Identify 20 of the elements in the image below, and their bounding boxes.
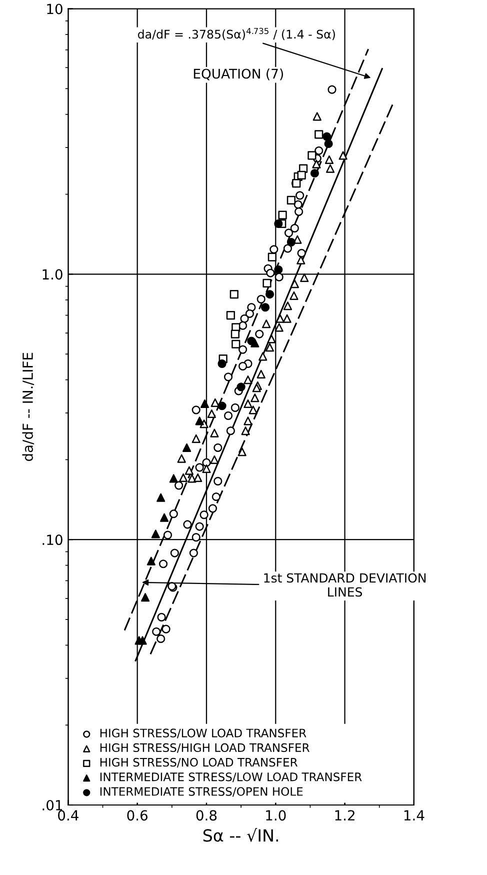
y-tick-label: .01 [42, 800, 62, 810]
x-tick-label: 1.2 [335, 810, 354, 820]
x-axis-title: Sα -- √IN. [203, 828, 278, 842]
legend-label: HIGH STRESS/HIGH LOAD TRANSFER [100, 743, 310, 753]
legend-label: INTERMEDIATE STRESS/LOW LOAD TRANSFER [100, 772, 362, 782]
legend-label: INTERMEDIATE STRESS/OPEN HOLE [100, 787, 303, 797]
legend-label: HIGH STRESS/NO LOAD TRANSFER [100, 758, 298, 768]
y-tick-label: .10 [42, 534, 62, 546]
x-tick-label: 0.6 [127, 810, 148, 821]
y-tick-label: 1.0 [42, 269, 62, 280]
annotation: 1st STANDARD DEVIATION LINES [264, 573, 426, 597]
x-tick-label: 1.4 [404, 810, 424, 820]
y-tick-label: 10 [47, 4, 62, 14]
annotation: EQUATION (7) [194, 68, 283, 80]
x-tick-label: 0.8 [196, 810, 217, 821]
y-axis-title: da/dF -- IN./LIFE [22, 352, 34, 462]
legend-label: HIGH STRESS/LOW LOAD TRANSFER [100, 728, 306, 738]
x-tick-label: 1.0 [266, 810, 286, 821]
annotation: da/dF = .3785(Sα)$^{4.735}$ / (1.4 - Sα) [138, 28, 335, 40]
x-tick-label: 0.4 [58, 810, 78, 821]
